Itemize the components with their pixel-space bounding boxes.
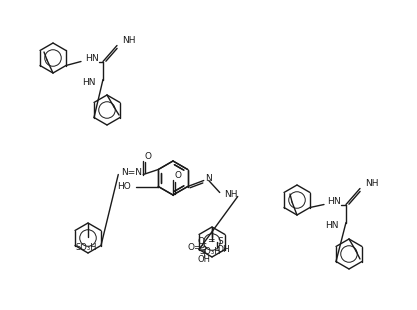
Text: OH: OH	[198, 255, 211, 264]
Text: SO₃H: SO₃H	[75, 242, 97, 251]
Text: NH: NH	[365, 179, 379, 188]
Text: N: N	[92, 54, 98, 63]
Text: NH: NH	[122, 36, 136, 45]
Text: OH: OH	[217, 245, 231, 254]
Text: H: H	[85, 54, 92, 63]
Text: O: O	[198, 237, 205, 246]
Text: NH: NH	[224, 190, 237, 199]
Text: S: S	[217, 237, 223, 246]
Text: H: H	[328, 197, 334, 206]
Text: HN: HN	[82, 78, 96, 87]
Text: |: |	[203, 249, 206, 258]
Text: O=S: O=S	[188, 242, 208, 251]
Text: O: O	[145, 152, 152, 161]
Text: HO: HO	[118, 182, 131, 191]
Text: N: N	[205, 174, 212, 183]
Text: O: O	[174, 171, 181, 180]
Text: =: =	[207, 237, 215, 246]
Text: HN: HN	[325, 221, 339, 230]
Text: N: N	[334, 197, 340, 206]
Text: SO₃H: SO₃H	[199, 246, 221, 255]
Text: N=N: N=N	[121, 168, 142, 177]
